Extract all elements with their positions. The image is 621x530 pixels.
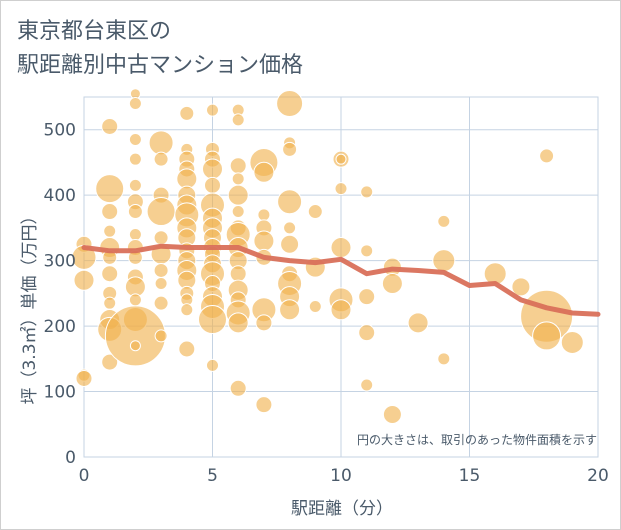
bubble — [280, 234, 300, 254]
bubble — [432, 249, 456, 273]
x-tick-label: 5 — [207, 466, 218, 486]
bubble — [283, 221, 297, 235]
bubble — [381, 273, 403, 295]
bubble — [229, 379, 247, 397]
bubble — [202, 158, 223, 180]
bubble — [360, 378, 374, 392]
y-tick-label: 500 — [44, 121, 76, 141]
bubble — [307, 204, 323, 220]
bubble — [101, 353, 119, 371]
trend-line-path — [81, 243, 601, 317]
bubble — [154, 277, 168, 291]
bubble-size-note: 円の大きさは、取引のあった物件面積を示す — [357, 432, 597, 447]
bubble — [360, 185, 374, 199]
bubble — [101, 203, 119, 221]
bubble — [231, 172, 245, 186]
bubble — [282, 141, 298, 157]
bubble — [330, 237, 352, 259]
bubble — [255, 396, 273, 414]
bubble — [360, 244, 374, 258]
y-tick-label: 300 — [44, 252, 76, 272]
bubble — [206, 103, 219, 117]
bubble — [330, 299, 352, 321]
bubble — [539, 148, 555, 164]
y-tick-label: 200 — [44, 317, 76, 337]
x-tick-label: 15 — [459, 466, 481, 486]
bubble — [253, 161, 275, 183]
chart-title-line-1: 東京都台東区の — [17, 19, 172, 44]
bubble — [511, 277, 531, 297]
bubble — [229, 265, 247, 283]
bubble — [128, 133, 142, 147]
y-tick-label: 0 — [65, 448, 76, 468]
bubble — [335, 153, 347, 165]
bubble — [153, 262, 169, 278]
bubble — [128, 97, 142, 111]
bubble — [231, 113, 245, 127]
bubble — [95, 174, 125, 204]
bubble — [103, 224, 117, 238]
bubble — [560, 330, 584, 354]
bubble — [277, 189, 303, 215]
bubble — [334, 182, 348, 196]
bubble — [229, 157, 247, 175]
bubble — [407, 312, 429, 334]
bubble — [437, 214, 451, 228]
bubble — [253, 230, 275, 252]
bubble — [148, 130, 174, 156]
bubble — [128, 178, 142, 192]
bubble — [437, 352, 451, 366]
y-tick-label: 100 — [44, 383, 76, 403]
bubble — [255, 314, 273, 332]
bubble — [358, 288, 376, 306]
bubble — [101, 117, 119, 135]
bubble — [153, 295, 169, 311]
x-tick-label: 20 — [587, 466, 609, 486]
y-tick-label: 400 — [44, 186, 76, 206]
bubble — [179, 105, 195, 121]
bubble — [127, 204, 143, 220]
bubble — [153, 151, 169, 167]
bubble — [204, 176, 221, 194]
bubble — [153, 230, 169, 246]
bubble — [532, 321, 562, 351]
bubble — [358, 324, 376, 342]
bubble — [382, 404, 402, 424]
bubble — [154, 329, 168, 343]
bubble — [276, 90, 304, 118]
bubble — [146, 197, 176, 227]
bubble-series — [71, 88, 584, 424]
bubble — [129, 340, 141, 352]
y-axis-title: 坪（3.3㎡）単価（万円） — [20, 207, 40, 404]
bubble — [103, 296, 117, 310]
bubble — [231, 205, 245, 219]
bubble — [178, 340, 196, 358]
x-axis-title: 駅距離（分） — [291, 499, 393, 519]
x-tick-label: 10 — [330, 466, 352, 486]
bubble — [128, 152, 142, 166]
x-tick-label: 0 — [79, 466, 90, 486]
axis-ticks: 0 100 200 300 400 500 0 5 10 15 20 — [44, 121, 609, 486]
bubble — [198, 305, 227, 335]
trend-line — [81, 243, 601, 317]
bubble — [308, 299, 322, 313]
bubble — [101, 265, 119, 283]
bubble — [73, 269, 95, 291]
bubble — [206, 358, 219, 372]
bubble — [227, 312, 249, 334]
bubble — [75, 369, 93, 387]
chart-title-line-2: 駅距離別中古マンション価格 — [17, 53, 304, 78]
chart-title: 東京都台東区の 駅距離別中古マンション価格 — [17, 15, 303, 83]
bubble — [128, 227, 142, 241]
bubble — [279, 299, 301, 321]
bubble — [180, 303, 194, 317]
bubble — [128, 293, 142, 307]
bubble — [227, 184, 249, 206]
bubble — [257, 208, 271, 222]
